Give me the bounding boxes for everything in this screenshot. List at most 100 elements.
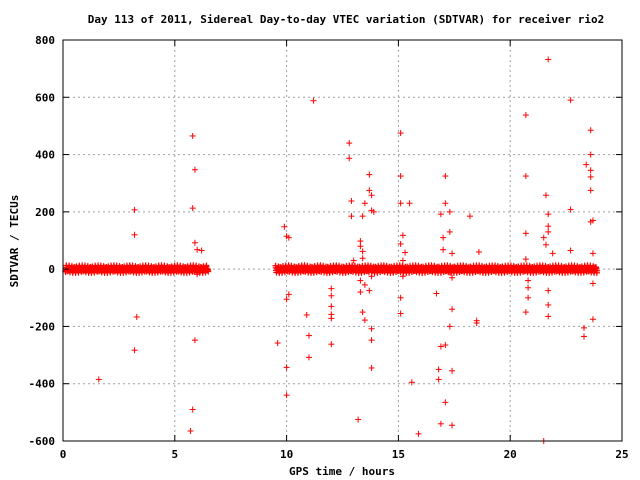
data-point bbox=[475, 248, 482, 255]
data-point bbox=[355, 416, 362, 423]
data-point bbox=[283, 296, 290, 303]
data-point bbox=[285, 291, 292, 298]
data-point bbox=[328, 303, 335, 310]
data-point bbox=[194, 271, 201, 278]
data-point bbox=[446, 323, 453, 330]
data-point bbox=[545, 211, 552, 218]
data-point bbox=[346, 140, 353, 147]
data-point bbox=[437, 420, 444, 427]
data-point bbox=[415, 430, 422, 437]
data-point bbox=[281, 223, 288, 230]
data-point bbox=[435, 366, 442, 373]
data-point bbox=[359, 213, 366, 220]
data-point bbox=[350, 257, 357, 264]
data-point bbox=[283, 392, 290, 399]
data-point bbox=[359, 248, 366, 255]
data-point bbox=[189, 132, 196, 139]
data-point bbox=[189, 205, 196, 212]
data-point bbox=[449, 367, 456, 374]
data-point bbox=[522, 309, 529, 316]
data-point bbox=[399, 257, 406, 264]
data-point bbox=[583, 161, 590, 168]
data-point bbox=[567, 206, 574, 213]
data-point bbox=[95, 376, 102, 383]
data-point bbox=[442, 173, 449, 180]
y-tick-label: -400 bbox=[29, 378, 56, 391]
data-point bbox=[587, 167, 594, 174]
data-point bbox=[305, 332, 312, 339]
data-point bbox=[191, 166, 198, 173]
data-point bbox=[549, 250, 556, 257]
x-tick-label: 25 bbox=[615, 448, 628, 461]
data-point bbox=[191, 239, 198, 246]
data-point bbox=[442, 342, 449, 349]
data-point bbox=[437, 343, 444, 350]
data-point bbox=[446, 208, 453, 215]
y-tick-label: 800 bbox=[35, 34, 55, 47]
data-point bbox=[366, 287, 373, 294]
data-point bbox=[303, 311, 310, 318]
data-point bbox=[274, 340, 281, 347]
data-point bbox=[399, 232, 406, 239]
data-point bbox=[310, 97, 317, 104]
data-point bbox=[402, 249, 409, 256]
data-point bbox=[359, 255, 366, 262]
data-point bbox=[346, 155, 353, 162]
data-point bbox=[567, 247, 574, 254]
data-point bbox=[357, 243, 364, 250]
data-point bbox=[580, 324, 587, 331]
data-point bbox=[466, 213, 473, 220]
data-point bbox=[368, 364, 375, 371]
x-axis-label: GPS time / hours bbox=[289, 465, 395, 478]
x-tick-label: 5 bbox=[171, 448, 178, 461]
data-point bbox=[587, 187, 594, 194]
data-point bbox=[328, 292, 335, 299]
data-point bbox=[473, 319, 480, 326]
data-point bbox=[540, 234, 547, 241]
data-point bbox=[366, 171, 373, 178]
data-point bbox=[545, 287, 552, 294]
data-point bbox=[525, 294, 532, 301]
data-point bbox=[589, 280, 596, 287]
data-point bbox=[283, 364, 290, 371]
data-point bbox=[580, 333, 587, 340]
data-point bbox=[435, 376, 442, 383]
data-point bbox=[348, 197, 355, 204]
data-point bbox=[397, 130, 404, 137]
y-tick-label: -600 bbox=[29, 435, 56, 448]
y-tick-label: -200 bbox=[29, 320, 56, 333]
data-point bbox=[191, 337, 198, 344]
data-point bbox=[545, 56, 552, 63]
data-point bbox=[594, 267, 601, 274]
data-point bbox=[440, 234, 447, 241]
data-point bbox=[446, 228, 453, 235]
data-point bbox=[545, 228, 552, 235]
y-tick-label: 200 bbox=[35, 206, 55, 219]
data-point bbox=[397, 173, 404, 180]
data-point bbox=[446, 269, 453, 276]
x-tick-label: 15 bbox=[392, 448, 405, 461]
data-point bbox=[542, 241, 549, 248]
data-point bbox=[449, 250, 456, 257]
data-point bbox=[449, 422, 456, 429]
data-point bbox=[397, 294, 404, 301]
data-point bbox=[397, 240, 404, 247]
data-point bbox=[522, 230, 529, 237]
data-point bbox=[587, 127, 594, 134]
data-point bbox=[361, 317, 368, 324]
data-point bbox=[545, 313, 552, 320]
data-point bbox=[357, 277, 364, 284]
data-point bbox=[545, 223, 552, 230]
data-point bbox=[198, 247, 205, 254]
data-point bbox=[440, 246, 447, 253]
data-point bbox=[131, 231, 138, 238]
plot-frame bbox=[62, 39, 623, 442]
data-point bbox=[368, 273, 375, 280]
data-point bbox=[406, 200, 413, 207]
data-point bbox=[187, 427, 194, 434]
data-point bbox=[368, 192, 375, 199]
data-point bbox=[133, 313, 140, 320]
data-point bbox=[361, 281, 368, 288]
data-point bbox=[131, 347, 138, 354]
